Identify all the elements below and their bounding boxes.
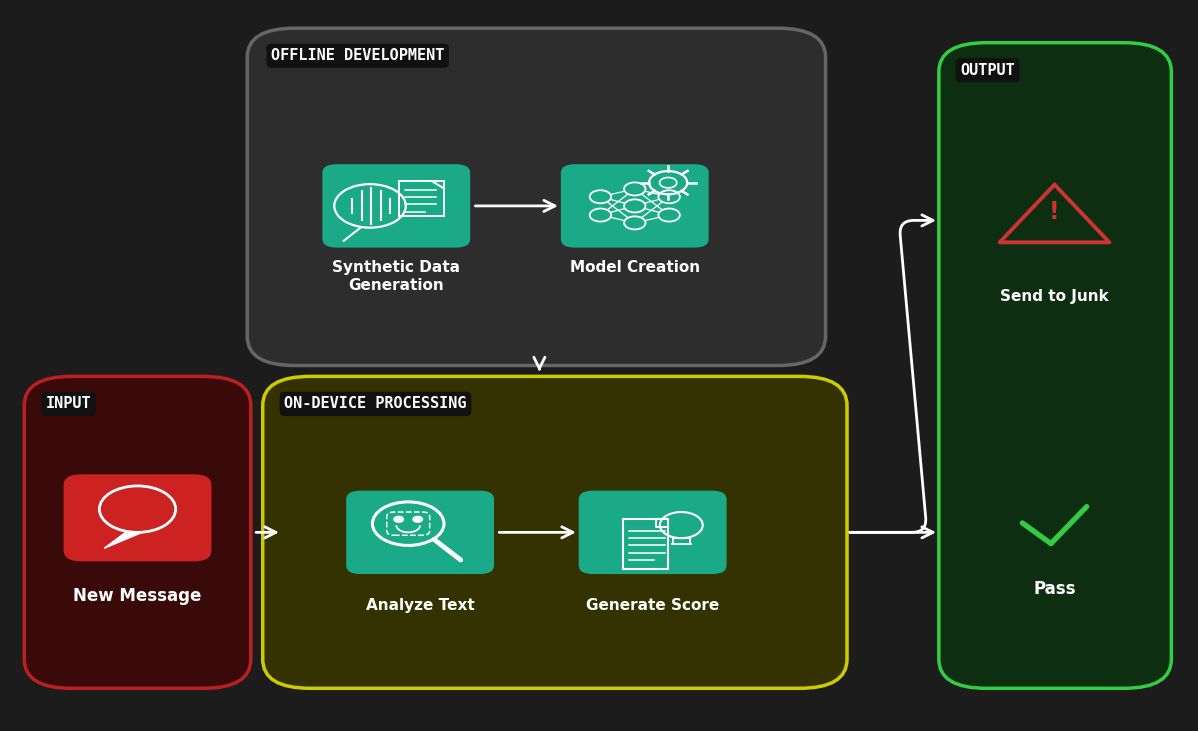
Text: INPUT: INPUT [46,396,91,412]
Text: ON-DEVICE PROCESSING: ON-DEVICE PROCESSING [284,396,467,412]
Text: OUTPUT: OUTPUT [961,63,1015,77]
Text: Synthetic Data
Generation: Synthetic Data Generation [332,260,460,292]
Circle shape [589,190,611,203]
FancyBboxPatch shape [63,474,212,561]
FancyBboxPatch shape [24,376,250,689]
Circle shape [659,190,679,203]
Circle shape [413,516,423,522]
Circle shape [589,208,611,221]
Circle shape [624,183,646,195]
Circle shape [624,216,646,230]
Text: Analyze Text: Analyze Text [365,598,474,613]
FancyBboxPatch shape [561,164,709,248]
FancyBboxPatch shape [247,29,825,366]
Text: Send to Junk: Send to Junk [1000,289,1109,304]
Text: !: ! [1049,200,1060,224]
Polygon shape [104,532,143,548]
Text: Pass: Pass [1033,580,1076,597]
FancyBboxPatch shape [346,491,494,574]
Text: Generate Score: Generate Score [586,598,719,613]
Circle shape [659,208,679,221]
FancyBboxPatch shape [262,376,847,689]
Text: Model Creation: Model Creation [570,260,700,276]
Text: OFFLINE DEVELOPMENT: OFFLINE DEVELOPMENT [271,48,444,64]
Circle shape [394,516,404,522]
FancyBboxPatch shape [322,164,471,248]
FancyBboxPatch shape [579,491,727,574]
FancyBboxPatch shape [939,42,1172,689]
Text: New Message: New Message [73,587,201,605]
Circle shape [624,200,646,213]
